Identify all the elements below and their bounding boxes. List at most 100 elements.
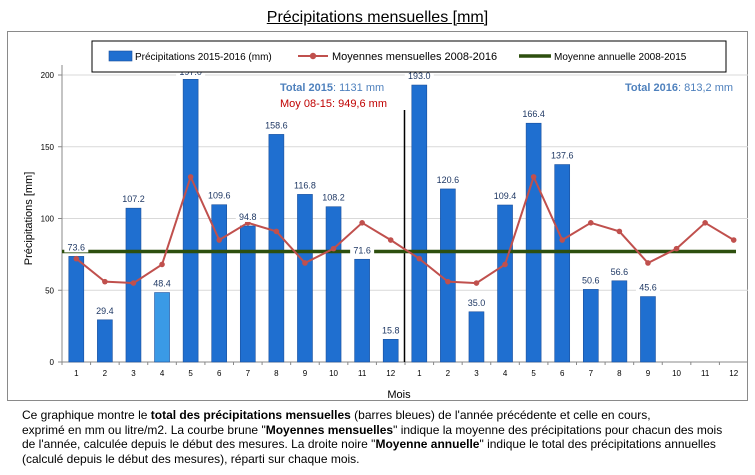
data-label-bg xyxy=(261,120,291,131)
monthly-average-point xyxy=(473,280,480,286)
data-label: 71.6 xyxy=(353,245,371,255)
monthly-average-point xyxy=(445,278,451,285)
precipitation-bar xyxy=(382,339,399,363)
total-2015-annotation: Total 2015: 1131 mm xyxy=(280,82,384,94)
monthly-average-point xyxy=(702,220,708,226)
x-tick-label: 1 xyxy=(417,369,422,378)
total-2016-annotation: Total 2016: 813,2 mm xyxy=(625,82,733,94)
monthly-average-point xyxy=(302,260,308,266)
x-tick-label: 12 xyxy=(386,369,395,378)
data-label-bg xyxy=(64,242,89,253)
y-tick-label: 0 xyxy=(50,358,55,367)
x-tick-label: 10 xyxy=(672,369,681,378)
data-label: 50.6 xyxy=(582,275,600,285)
data-label-bg xyxy=(118,194,148,205)
precipitation-bar xyxy=(525,122,542,363)
monthly-average-point xyxy=(645,260,651,266)
data-label: 193.0 xyxy=(408,71,431,81)
x-tick-label: 7 xyxy=(589,369,594,378)
monthly-average-point xyxy=(730,237,737,243)
x-tick-label: 6 xyxy=(217,369,222,378)
x-tick-label: 3 xyxy=(474,369,479,378)
x-tick-label: 5 xyxy=(188,369,193,378)
data-label-bg xyxy=(290,180,320,191)
data-label-bg xyxy=(607,266,632,277)
monthly-average-point xyxy=(502,261,508,268)
data-label-bg xyxy=(433,174,463,185)
data-label-bg xyxy=(378,325,403,336)
data-label: 120.6 xyxy=(437,175,460,185)
precipitation-bar xyxy=(411,84,428,363)
data-label-bg xyxy=(490,191,520,202)
x-tick-label: 2 xyxy=(103,369,108,378)
data-label-bg xyxy=(547,150,577,161)
x-tick-label: 9 xyxy=(646,369,651,378)
precipitation-bar xyxy=(297,194,313,363)
data-label-bg xyxy=(519,109,549,120)
data-label-bg xyxy=(578,275,603,286)
precipitation-bar xyxy=(554,164,571,363)
data-label: 137.6 xyxy=(551,151,574,161)
precipitation-bar xyxy=(325,206,342,363)
x-tick-label: 7 xyxy=(246,369,251,378)
x-tick-label: 12 xyxy=(729,369,738,378)
precipitation-bar xyxy=(468,311,485,363)
data-label: 15.8 xyxy=(382,325,400,335)
moyenne-annotation: Moy 08-15: 949,6 mm xyxy=(280,98,387,110)
legend-box xyxy=(91,40,727,73)
precipitation-bar xyxy=(182,79,199,363)
page-title: Précipitations mensuelles [mm] xyxy=(266,9,489,26)
data-label: 166.4 xyxy=(522,109,545,119)
caption-line-3: de l'année, calculée depuis le début des… xyxy=(22,437,716,451)
x-tick-label: 6 xyxy=(560,369,565,378)
x-axis-title: Mois xyxy=(387,389,411,401)
monthly-average-point xyxy=(416,255,423,262)
precipitation-bar xyxy=(582,289,599,363)
data-label: 56.6 xyxy=(611,267,629,277)
monthly-average-point xyxy=(216,237,223,243)
x-tick-label: 8 xyxy=(274,369,279,378)
data-label: 158.6 xyxy=(265,120,288,130)
data-label: 107.2 xyxy=(122,194,145,204)
y-axis-title: Précipitations [mm] xyxy=(23,172,35,266)
monthly-average-point xyxy=(616,228,623,235)
y-tick-label: 100 xyxy=(41,215,55,224)
caption-line-2: exprimé en mm ou litre/m2. La courbe bru… xyxy=(22,422,723,437)
monthly-average-point xyxy=(130,280,137,286)
y-tick-label: 50 xyxy=(45,286,54,295)
x-tick-label: 4 xyxy=(160,369,165,378)
precipitation-bar xyxy=(97,319,113,363)
monthly-average-point xyxy=(387,237,394,243)
chart-frame xyxy=(7,31,748,401)
monthly-average-point xyxy=(587,220,594,226)
monthly-average-point xyxy=(73,255,80,262)
data-label-bg xyxy=(350,245,375,256)
data-label: 108.2 xyxy=(322,193,345,203)
precipitation-bar xyxy=(354,258,370,363)
y-tick-label: 200 xyxy=(41,71,55,80)
legend-bar-swatch xyxy=(108,50,133,62)
precipitation-bar xyxy=(611,280,628,363)
precipitation-bar xyxy=(440,188,456,363)
data-label-bg xyxy=(635,282,660,293)
monthly-average-point xyxy=(559,237,566,243)
x-tick-label: 8 xyxy=(617,369,622,378)
x-tick-label: 11 xyxy=(701,369,710,378)
data-label: 48.4 xyxy=(153,279,171,289)
precipitation-bar xyxy=(239,225,256,363)
y-tick-label: 150 xyxy=(41,143,55,152)
data-label-bg xyxy=(319,192,349,203)
precipitation-bar xyxy=(640,296,656,363)
monthly-average-point xyxy=(530,174,537,180)
data-label-bg xyxy=(464,297,489,308)
chart-caption: Ce graphique montre le total des précipi… xyxy=(22,408,742,466)
precipitation-bar xyxy=(211,204,228,363)
monthly-average-point xyxy=(673,245,680,252)
legend-avg-marker xyxy=(309,52,317,60)
legend-avg-label: Moyennes mensuelles 2008-2016 xyxy=(332,51,497,63)
data-label-bg xyxy=(404,71,434,82)
x-tick-label: 11 xyxy=(358,369,367,378)
precipitation-bar xyxy=(497,204,513,363)
x-tick-label: 4 xyxy=(503,369,508,378)
data-label: 29.4 xyxy=(96,306,114,316)
